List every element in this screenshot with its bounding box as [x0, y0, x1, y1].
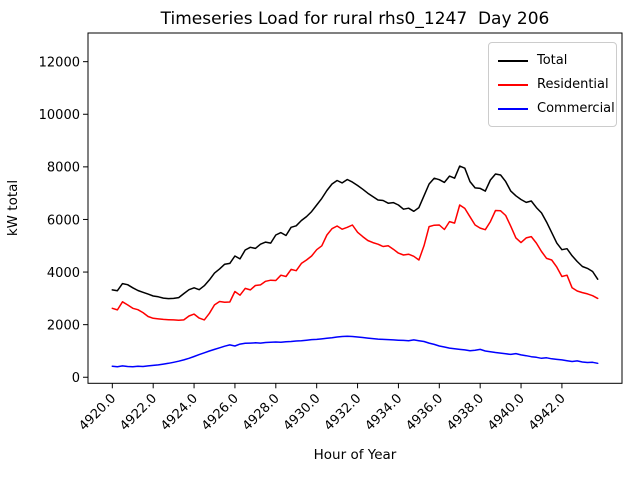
legend-entry-commercial: Commercial — [498, 100, 615, 117]
x-tick-label: 4920.0 — [76, 391, 119, 434]
x-tick-label: 4934.0 — [362, 391, 405, 434]
legend: Total Residential Commercial — [488, 42, 617, 127]
y-tick-label: 0 — [72, 371, 80, 386]
x-tick-label: 4936.0 — [403, 391, 446, 434]
legend-line-sample-residential — [498, 83, 528, 86]
x-tick-label: 4942.0 — [526, 391, 569, 434]
series-line-residential — [111, 204, 599, 321]
series-line-commercial — [111, 335, 599, 368]
y-tick-label: 4000 — [47, 266, 80, 281]
y-axis-label: kW total — [5, 180, 21, 236]
legend-entry-residential: Residential — [498, 76, 609, 93]
y-tick-label: 8000 — [47, 161, 80, 176]
y-tick-label: 2000 — [47, 318, 80, 333]
x-tick-label: 4940.0 — [485, 391, 528, 434]
legend-line-sample-commercial — [498, 107, 528, 110]
chart-title: Timeseries Load for rural rhs0_1247 Day … — [160, 9, 550, 29]
y-tick-label: 6000 — [47, 213, 80, 228]
x-tick-label: 4926.0 — [199, 391, 242, 434]
x-tick-label: 4922.0 — [117, 391, 160, 434]
y-tick-label: 10000 — [39, 108, 80, 123]
x-tick-label: 4930.0 — [281, 391, 324, 434]
series-line-total — [111, 165, 599, 300]
x-tick-label: 4938.0 — [444, 391, 487, 434]
legend-line-sample-total — [498, 59, 528, 62]
legend-label-total: Total — [537, 53, 568, 68]
legend-label-residential: Residential — [537, 77, 609, 92]
y-tick-label: 12000 — [39, 55, 80, 70]
x-axis-label: Hour of Year — [314, 447, 397, 463]
x-tick-label: 4928.0 — [240, 391, 283, 434]
x-tick-label: 4932.0 — [322, 391, 365, 434]
axes-frame — [87, 32, 623, 384]
legend-entry-total: Total — [498, 52, 608, 69]
x-tick-label: 4924.0 — [158, 391, 201, 434]
legend-label-commercial: Commercial — [537, 101, 615, 116]
